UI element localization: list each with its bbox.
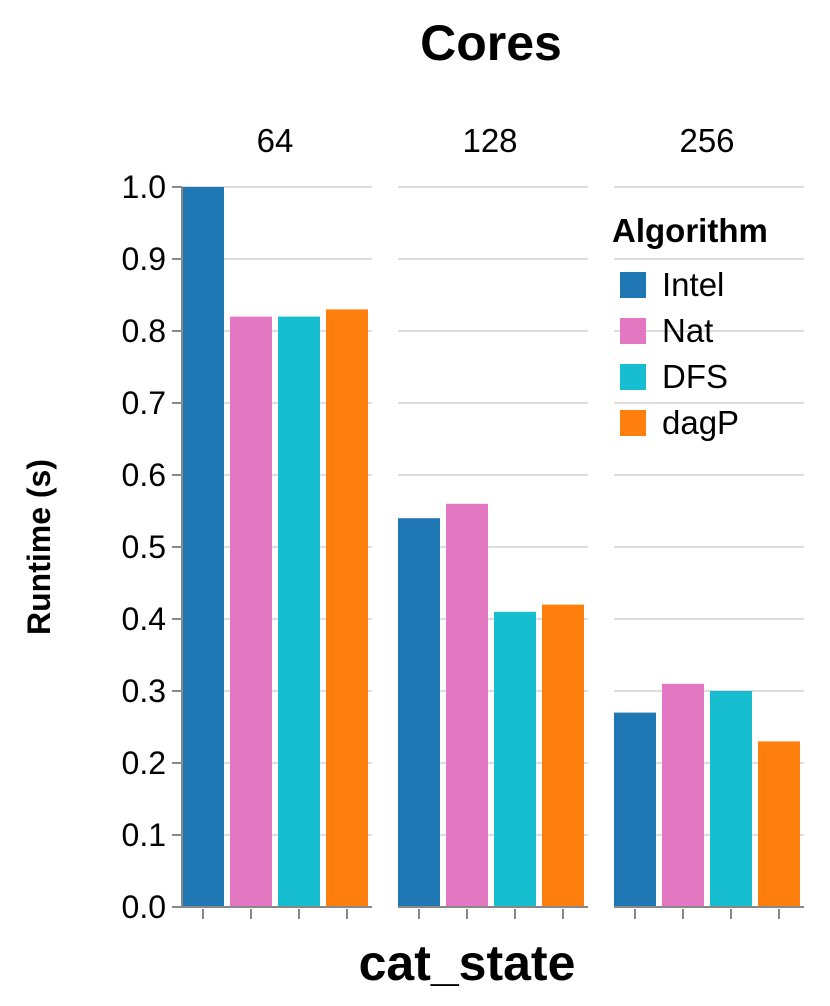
legend: Algorithm Intel Nat DFS dagP (612, 212, 768, 441)
bar-dfs-128 (494, 611, 536, 907)
y-tick-label: 0.7 (122, 385, 166, 421)
y-tick-label: 0.1 (122, 817, 166, 853)
facet-label-128: 128 (462, 122, 517, 159)
y-tick-label: 0.2 (122, 745, 166, 781)
bar-dagp-128 (542, 604, 584, 907)
legend-title: Algorithm (612, 212, 768, 249)
bar-intel-128 (398, 518, 440, 907)
y-tick-label: 0.8 (122, 313, 166, 349)
bar-nat-64 (230, 316, 272, 908)
legend-label-intel: Intel (662, 266, 724, 303)
bar-intel-256 (614, 712, 656, 907)
chart-title: Cores (420, 15, 562, 71)
facet-label-64: 64 (257, 122, 294, 159)
legend-swatch-dagp (620, 410, 646, 436)
y-tick-label: 0.0 (122, 889, 166, 925)
y-tick-label: 0.9 (122, 241, 166, 277)
y-axis: 0.0 0.1 0.2 0.3 0.4 0.5 0.6 0.7 0.8 0.9 1.0 (122, 169, 804, 925)
legend-label-dfs: DFS (662, 358, 728, 395)
legend-swatch-dfs (620, 364, 646, 390)
bar-dagp-256 (758, 741, 800, 907)
bar-dfs-256 (710, 691, 752, 907)
bar-dfs-64 (278, 316, 320, 908)
legend-label-nat: Nat (662, 312, 713, 349)
bar-dagp-64 (326, 309, 368, 907)
y-axis-label: Runtime (s) (21, 459, 57, 635)
bar-nat-256 (662, 683, 704, 907)
y-tick-label: 0.6 (122, 457, 166, 493)
legend-swatch-intel (620, 272, 646, 298)
y-tick-label: 0.4 (122, 601, 166, 637)
y-tick-label: 1.0 (122, 169, 166, 205)
bars (182, 187, 800, 908)
facet-label-256: 256 (679, 122, 734, 159)
legend-swatch-nat (620, 318, 646, 344)
y-tick-label: 0.5 (122, 529, 166, 565)
bar-intel-64 (182, 187, 224, 907)
y-tick-label: 0.3 (122, 673, 166, 709)
legend-label-dagp: dagP (662, 404, 739, 441)
bar-nat-128 (446, 503, 488, 907)
x-axis-label: cat_state (359, 935, 576, 991)
